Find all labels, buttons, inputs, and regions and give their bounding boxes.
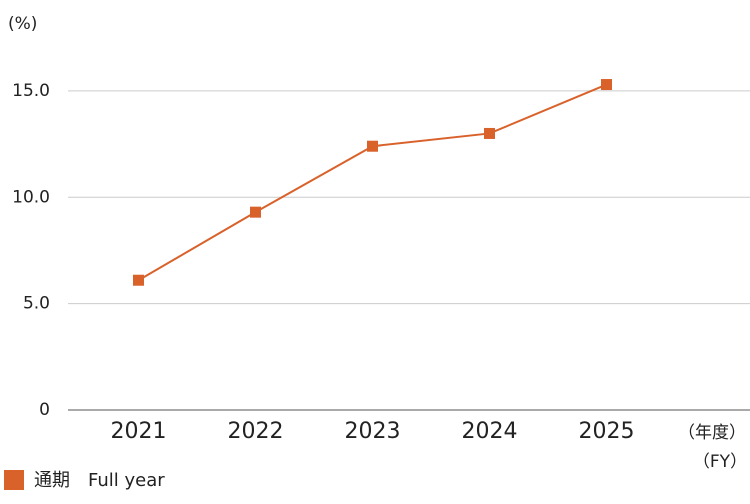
legend-label: 通期 Full year bbox=[34, 470, 165, 491]
y-tick-label: 15.0 bbox=[12, 81, 50, 101]
x-tick-label: 2021 bbox=[111, 419, 167, 444]
data-point bbox=[484, 127, 495, 139]
series-line bbox=[137, 83, 607, 282]
y-tick-label: 5.0 bbox=[23, 294, 50, 314]
legend-swatch bbox=[4, 470, 24, 490]
x-axis-label: （FY） bbox=[693, 452, 747, 472]
y-axis-label: (%) bbox=[8, 14, 37, 34]
x-tick-label: 2023 bbox=[345, 419, 401, 444]
y-tick-label: 0 bbox=[39, 400, 50, 420]
x-tick-label: 2025 bbox=[579, 419, 635, 444]
data-point bbox=[133, 274, 144, 286]
x-tick-label: 2024 bbox=[462, 419, 518, 444]
data-point bbox=[250, 206, 261, 218]
x-tick-label: 2022 bbox=[228, 419, 284, 444]
y-tick-label: 10.0 bbox=[12, 187, 50, 207]
data-point bbox=[367, 140, 378, 152]
data-point bbox=[601, 79, 612, 91]
x-axis-label: （年度） bbox=[678, 423, 746, 443]
